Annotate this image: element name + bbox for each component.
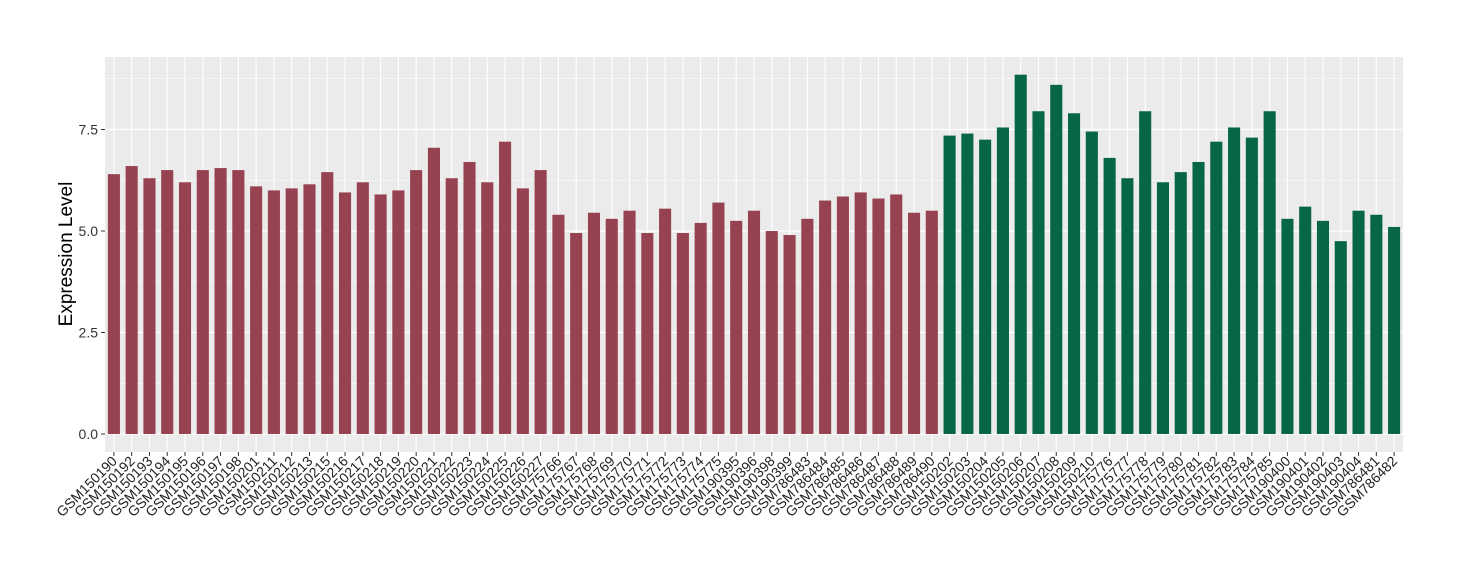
bar-GSM175782 <box>1210 141 1223 434</box>
bar-GSM175772 <box>659 208 672 434</box>
bar-GSM150209 <box>1068 113 1081 434</box>
bar-GSM175777 <box>1121 178 1134 434</box>
bar-GSM175781 <box>1192 161 1205 435</box>
bar-GSM150224 <box>481 182 494 434</box>
bar-GSM150217 <box>356 182 369 434</box>
bar-GSM786485 <box>836 196 849 434</box>
bar-GSM786481 <box>1370 214 1383 434</box>
bar-GSM175774 <box>694 222 707 434</box>
bar-GSM786483 <box>801 218 814 434</box>
bar-GSM150194 <box>161 170 174 434</box>
bar-GSM175769 <box>605 218 618 434</box>
bar-GSM175766 <box>552 214 565 434</box>
bar-GSM150210 <box>1085 131 1098 434</box>
y-tick-label: 0.0 <box>79 426 99 442</box>
bar-GSM150211 <box>267 190 280 434</box>
bar-GSM175779 <box>1156 182 1170 434</box>
bar-GSM150202 <box>943 135 956 434</box>
bar-GSM190400 <box>1281 218 1294 434</box>
bar-GSM175767 <box>570 233 583 434</box>
bar-GSM175771 <box>641 233 654 434</box>
bar-GSM150203 <box>961 133 974 434</box>
bar-GSM150198 <box>232 170 245 434</box>
bar-GSM150195 <box>178 182 192 434</box>
bar-GSM190403 <box>1334 241 1347 434</box>
bars <box>107 74 1401 435</box>
bar-GSM190404 <box>1352 210 1365 434</box>
bar-GSM150219 <box>392 190 405 434</box>
bar-GSM175775 <box>712 202 725 434</box>
bar-GSM150197 <box>214 168 227 434</box>
bar-GSM175778 <box>1139 111 1152 434</box>
bar-GSM190401 <box>1299 206 1312 434</box>
bar-GSM150221 <box>427 147 440 434</box>
bar-GSM150220 <box>410 170 423 434</box>
bar-GSM786482 <box>1388 226 1401 434</box>
y-tick-label: 2.5 <box>79 325 99 341</box>
bar-GSM786488 <box>890 194 903 434</box>
bar-GSM150204 <box>979 139 992 434</box>
bar-GSM150215 <box>321 172 334 434</box>
bar-GSM150207 <box>1032 111 1045 434</box>
bar-GSM150227 <box>534 170 547 434</box>
bar-GSM190396 <box>747 210 761 434</box>
bar-GSM150196 <box>196 170 209 434</box>
bar-GSM150206 <box>1014 74 1027 434</box>
y-tick-label: 5.0 <box>79 223 99 239</box>
bar-GSM175768 <box>587 212 601 434</box>
bar-GSM150213 <box>303 184 316 434</box>
bar-GSM150218 <box>374 194 387 434</box>
bar-GSM786489 <box>907 212 921 434</box>
bar-GSM175773 <box>676 233 689 434</box>
y-axis-label: Expression Level <box>56 182 77 327</box>
bar-GSM786487 <box>872 198 885 434</box>
bar-GSM150201 <box>250 186 263 434</box>
bar-GSM150205 <box>996 127 1009 434</box>
bar-GSM150216 <box>338 192 352 434</box>
y-tick-label: 7.5 <box>79 122 99 138</box>
bar-GSM150226 <box>516 188 529 434</box>
bar-GSM150193 <box>143 178 156 434</box>
bar-GSM786490 <box>925 210 938 434</box>
bar-GSM150222 <box>445 178 458 434</box>
bar-GSM175776 <box>1103 157 1116 435</box>
bar-GSM150223 <box>463 161 476 435</box>
bar-GSM150212 <box>285 188 298 434</box>
bar-GSM175783 <box>1228 127 1241 434</box>
bar-GSM175770 <box>623 210 636 434</box>
bar-GSM190402 <box>1316 220 1330 434</box>
bar-GSM786484 <box>819 200 832 434</box>
bar-GSM190399 <box>783 235 796 434</box>
bar-GSM190395 <box>730 220 743 434</box>
bar-GSM175784 <box>1245 137 1258 434</box>
x-axis-ticks: GSM150190GSM150192GSM150193GSM150194GSM1… <box>53 452 1400 520</box>
bar-GSM150225 <box>499 141 512 434</box>
bar-GSM175785 <box>1263 111 1276 434</box>
y-axis-ticks: 0.0 2.5 5.0 7.5 <box>79 122 105 442</box>
bar-GSM150190 <box>107 174 120 434</box>
bar-GSM190398 <box>765 231 778 434</box>
bar-GSM175780 <box>1174 172 1187 434</box>
bar-GSM786486 <box>854 192 867 434</box>
bar-GSM150208 <box>1050 84 1063 434</box>
bar-GSM150192 <box>125 166 138 435</box>
